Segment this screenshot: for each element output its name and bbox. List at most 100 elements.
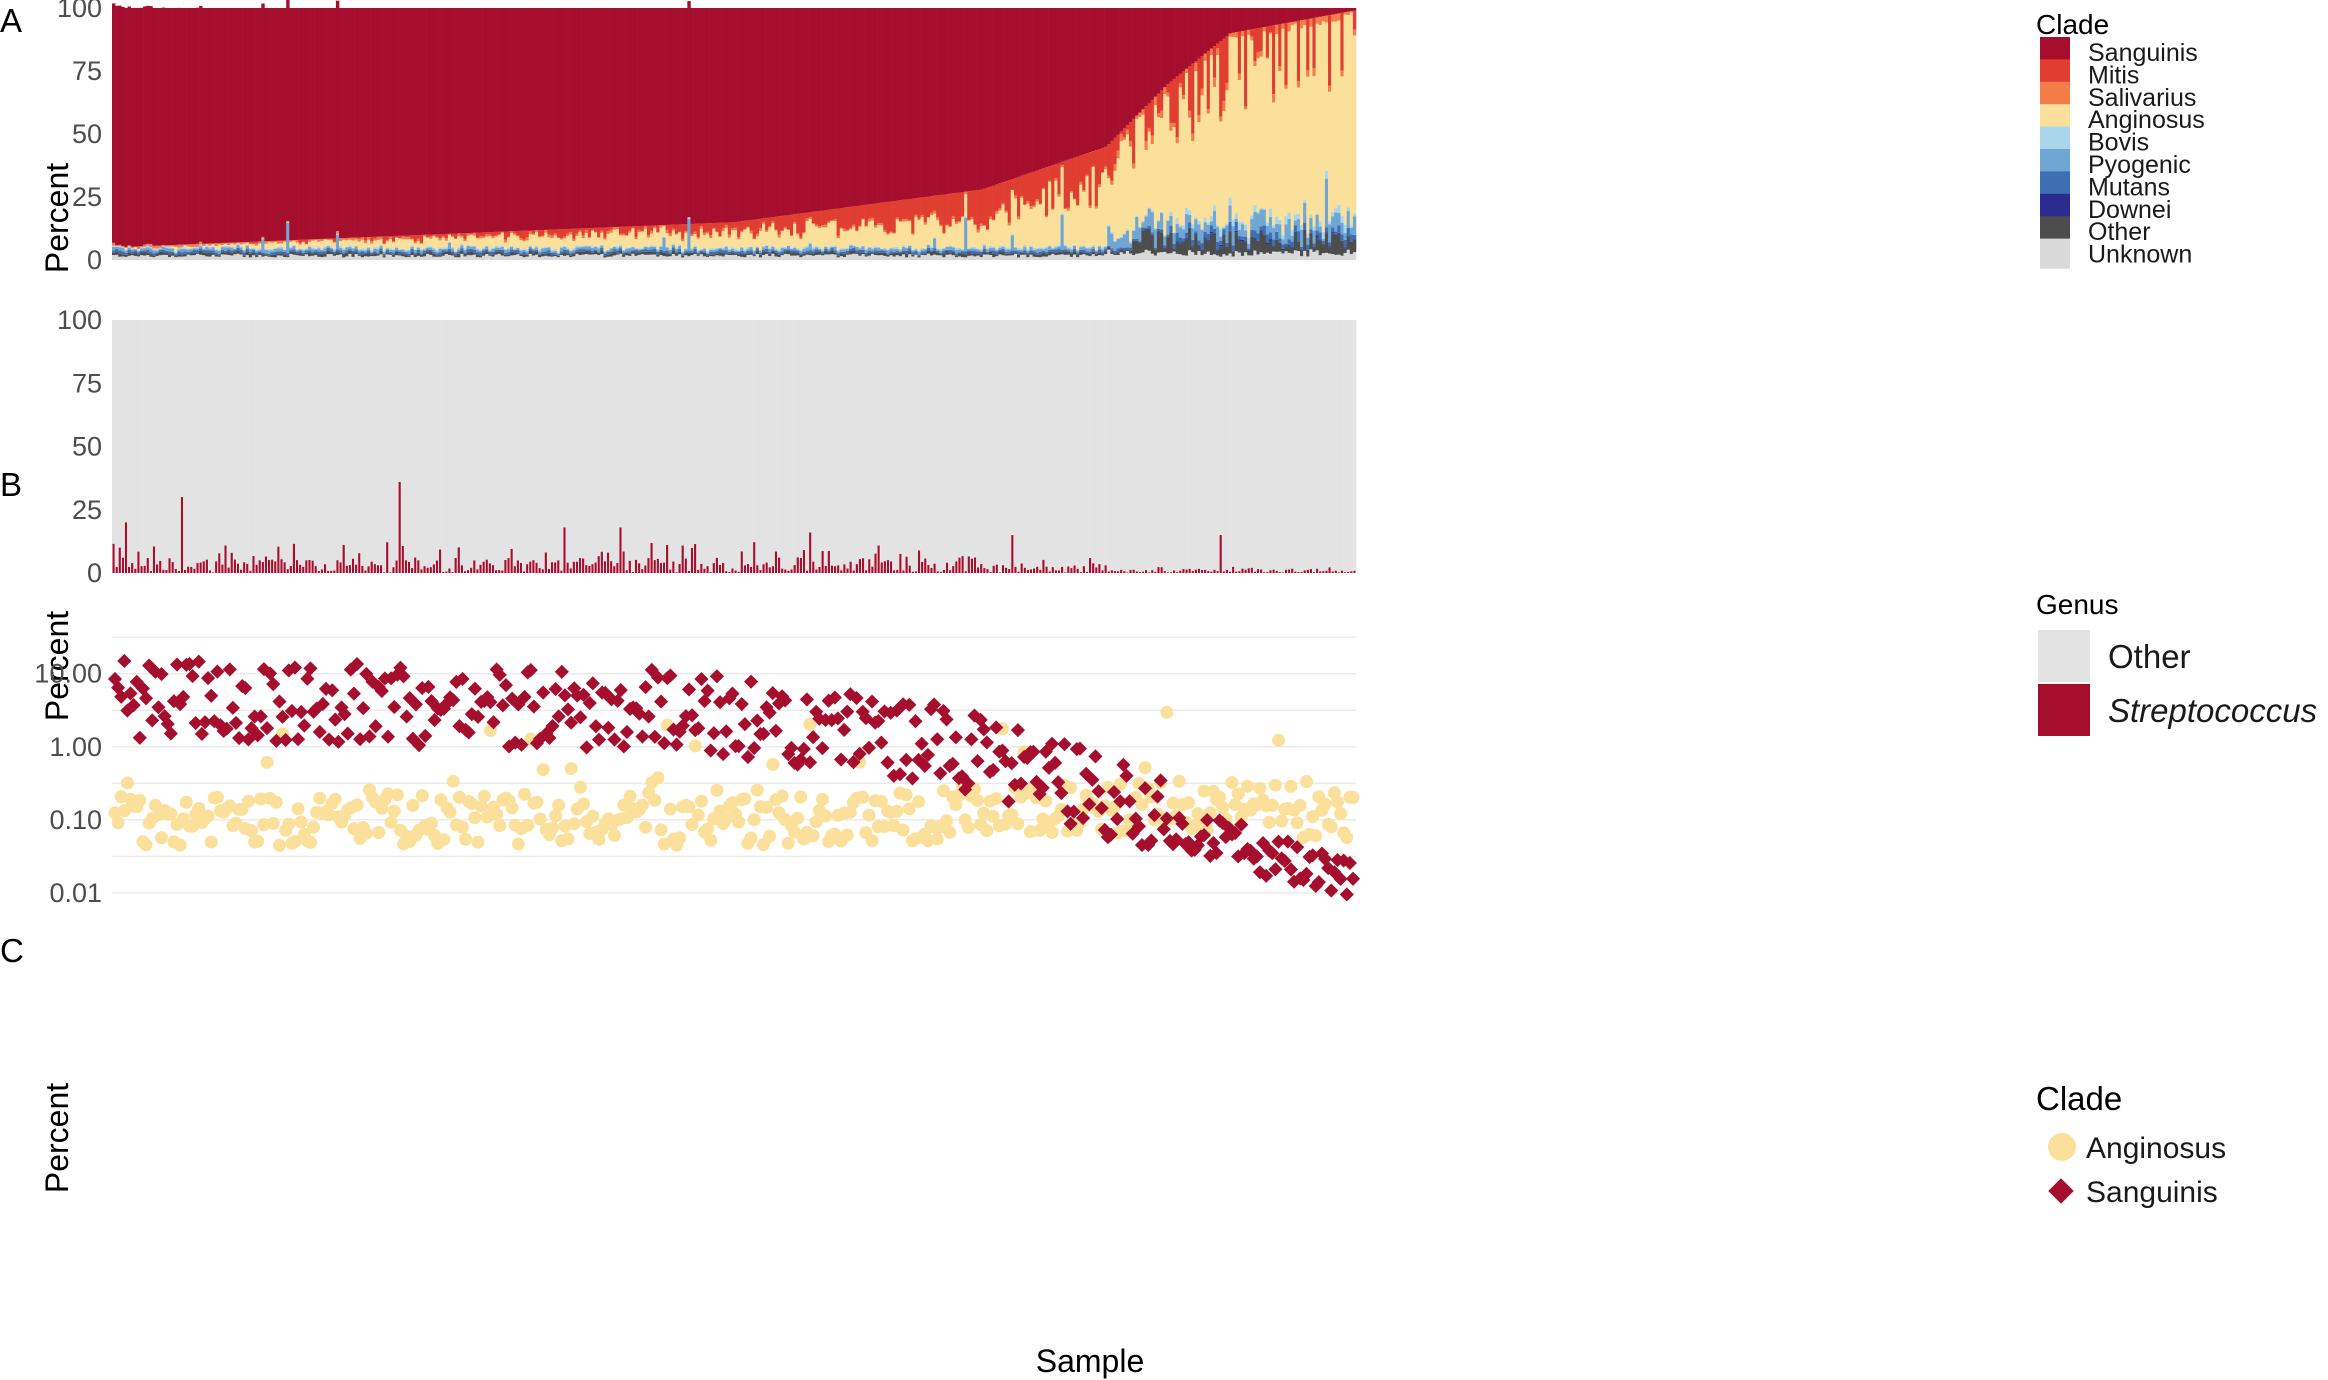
panel-a-bar-105-unknown	[438, 256, 442, 260]
panel-b-bar-other-353	[1209, 320, 1214, 572]
panel-b-bar-other-54	[279, 320, 284, 560]
panel-a-bar-165-unknown	[625, 255, 629, 260]
panel-a-bar-91-salivarius	[395, 237, 399, 238]
panel-a-bar-316-pyogenic	[1094, 250, 1099, 253]
panel-a-bar-99-sanguinis	[419, 8, 424, 235]
panel-a-bar-2-other	[118, 253, 122, 257]
panel-a-bar-264-sanguinis	[933, 8, 937, 196]
panel-b-bar-other-136	[534, 320, 539, 563]
panel-a-bar-124-mitis	[497, 231, 502, 235]
panel-a-bar-157-bovis	[600, 244, 604, 246]
panel-a-bar-381-mitis	[1296, 20, 1301, 82]
panel-a-bar-271-bovis	[954, 248, 959, 250]
panel-a-bar-133-other	[525, 254, 530, 257]
panel-c-point-anginosus-203	[738, 792, 752, 806]
panel-a-bar-316-sanguinis	[1094, 8, 1099, 151]
panel-a-bar-300-mitis	[1045, 167, 1049, 216]
panel-b-bar-streptococcus-13	[152, 546, 156, 573]
panel-a-bar-84-mitis	[373, 236, 377, 239]
panel-b-bar-other-108	[447, 320, 452, 569]
panel-a-bar-139-other	[544, 254, 548, 256]
panel-a-bar-85-sanguinis	[376, 8, 380, 237]
panel-b-bar-other-358	[1225, 320, 1229, 571]
panel-b-bar-streptococcus-16	[162, 569, 165, 573]
panel-b-bar-other-147	[569, 320, 573, 569]
panel-a-bar-319-mutans	[1104, 248, 1108, 251]
panel-a-bar-386-mutans	[1312, 243, 1316, 247]
panel-a-bar-360-bovis	[1231, 219, 1236, 227]
panel-a-bar-47-other	[258, 252, 262, 255]
panel-a-bar-298-mitis	[1038, 169, 1043, 204]
panel-a-bar-139-bovis	[544, 246, 548, 248]
panel-b-bar-other-31	[208, 320, 212, 571]
panel-a-bar-367-mutans	[1253, 230, 1257, 239]
panel-a-bar-335-bovis	[1153, 228, 1158, 230]
panel-a-bar-82-pyogenic	[367, 248, 371, 251]
panel-a-bar-173-unknown	[650, 254, 654, 260]
panel-a-bar-86-anginosus	[379, 239, 383, 245]
panel-b-bar-other-373	[1272, 320, 1276, 570]
panel-a-bar-44-unknown	[248, 257, 253, 260]
panel-a-bar-100-mutans	[423, 250, 427, 253]
panel-a-bar-357-mitis	[1222, 38, 1226, 101]
panel-a-bar-221-sanguinis	[799, 8, 803, 214]
panel-a-bar-374-bovis	[1275, 216, 1279, 224]
panel-b-bar-streptococcus-366	[1250, 567, 1253, 573]
panel-a-bar-228-sanguinis	[821, 8, 825, 211]
panel-a-bar-302-mutans	[1051, 249, 1055, 252]
panel-a-bar-270-mitis	[951, 193, 956, 216]
panel-a-bar-26-other	[192, 252, 197, 256]
panel-a-bar-214-salivarius	[777, 234, 781, 238]
panel-b-bar-streptococcus-124	[498, 570, 501, 573]
panel-c-point-anginosus-64	[307, 820, 321, 834]
panel-a-bar-42-pyogenic	[242, 250, 247, 253]
panel-a-bar-205-anginosus	[749, 233, 753, 247]
panel-b-bar-other-192	[709, 320, 713, 573]
panel-b-bar-other-300	[1045, 320, 1049, 567]
panel-a-bar-130-anginosus	[516, 236, 520, 248]
panel-a-bar-264-bovis	[933, 237, 937, 239]
panel-a-bar-246-mitis	[877, 203, 881, 224]
panel-c-point-anginosus-225	[806, 829, 820, 843]
panel-a-bar-44-sanguinis	[248, 8, 253, 242]
panel-b-bar-other-276	[970, 320, 974, 559]
panel-b-bar-streptococcus-12	[149, 571, 152, 573]
panel-b-bar-streptococcus-211	[768, 567, 771, 573]
panel-a-bar-89-unknown	[388, 254, 393, 260]
panel-a-bar-262-sanguinis	[926, 8, 931, 197]
panel-a-bar-125-mutans	[500, 249, 505, 253]
panel-b-bar-other-134	[528, 320, 533, 562]
panel-a-bar-6-sanguinis	[130, 8, 135, 247]
panel-b-legend-title: Genus	[2036, 589, 2119, 620]
panel-a-bar-104-bovis	[435, 249, 439, 252]
panel-a-bar-257-unknown	[911, 256, 915, 260]
panel-a-bar-44-salivarius	[248, 243, 253, 245]
panel-b-bar-other-312	[1082, 320, 1086, 567]
panel-a-bar-219-sanguinis	[793, 8, 797, 215]
panel-a-bar-39-salivarius	[233, 242, 237, 245]
panel-a-bar-144-anginosus	[559, 239, 564, 247]
panel-b-bar-streptococcus-19	[171, 562, 174, 573]
panel-a-bar-77-sanguinis	[351, 8, 355, 238]
panel-a-bar-222-unknown	[802, 255, 806, 260]
panel-a-bar-199-salivarius	[730, 228, 735, 231]
panel-a-bar-196-sanguinis	[721, 8, 725, 223]
panel-a-bar-212-mutans	[771, 249, 775, 251]
panel-a-bar-66-anginosus	[317, 241, 321, 247]
panel-a-bar-206-sanguinis	[752, 8, 757, 220]
panel-a-bar-269-other	[948, 252, 952, 255]
panel-a-bar-228-mutans	[821, 252, 825, 254]
panel-a-bar-0-salivarius	[112, 242, 116, 246]
panel-b-bar-streptococcus-335	[1154, 571, 1157, 573]
panel-a-bar-334-sanguinis	[1150, 8, 1155, 100]
panel-a-bar-268-unknown	[945, 254, 949, 260]
panel-a-bar-141-sanguinis	[550, 8, 554, 230]
panel-a-bar-284-mutans	[995, 251, 999, 255]
panel-a-bar-255-salivarius	[905, 218, 909, 222]
panel-a-bar-131-other	[519, 254, 523, 257]
panel-a-bar-42-salivarius	[242, 242, 247, 244]
panel-b-bar-other-39	[233, 320, 237, 560]
panel-a-bar-343-unknown	[1178, 254, 1183, 260]
panel-a-bar-160-pyogenic	[609, 248, 614, 252]
panel-a-bar-136-mutans	[534, 250, 539, 252]
